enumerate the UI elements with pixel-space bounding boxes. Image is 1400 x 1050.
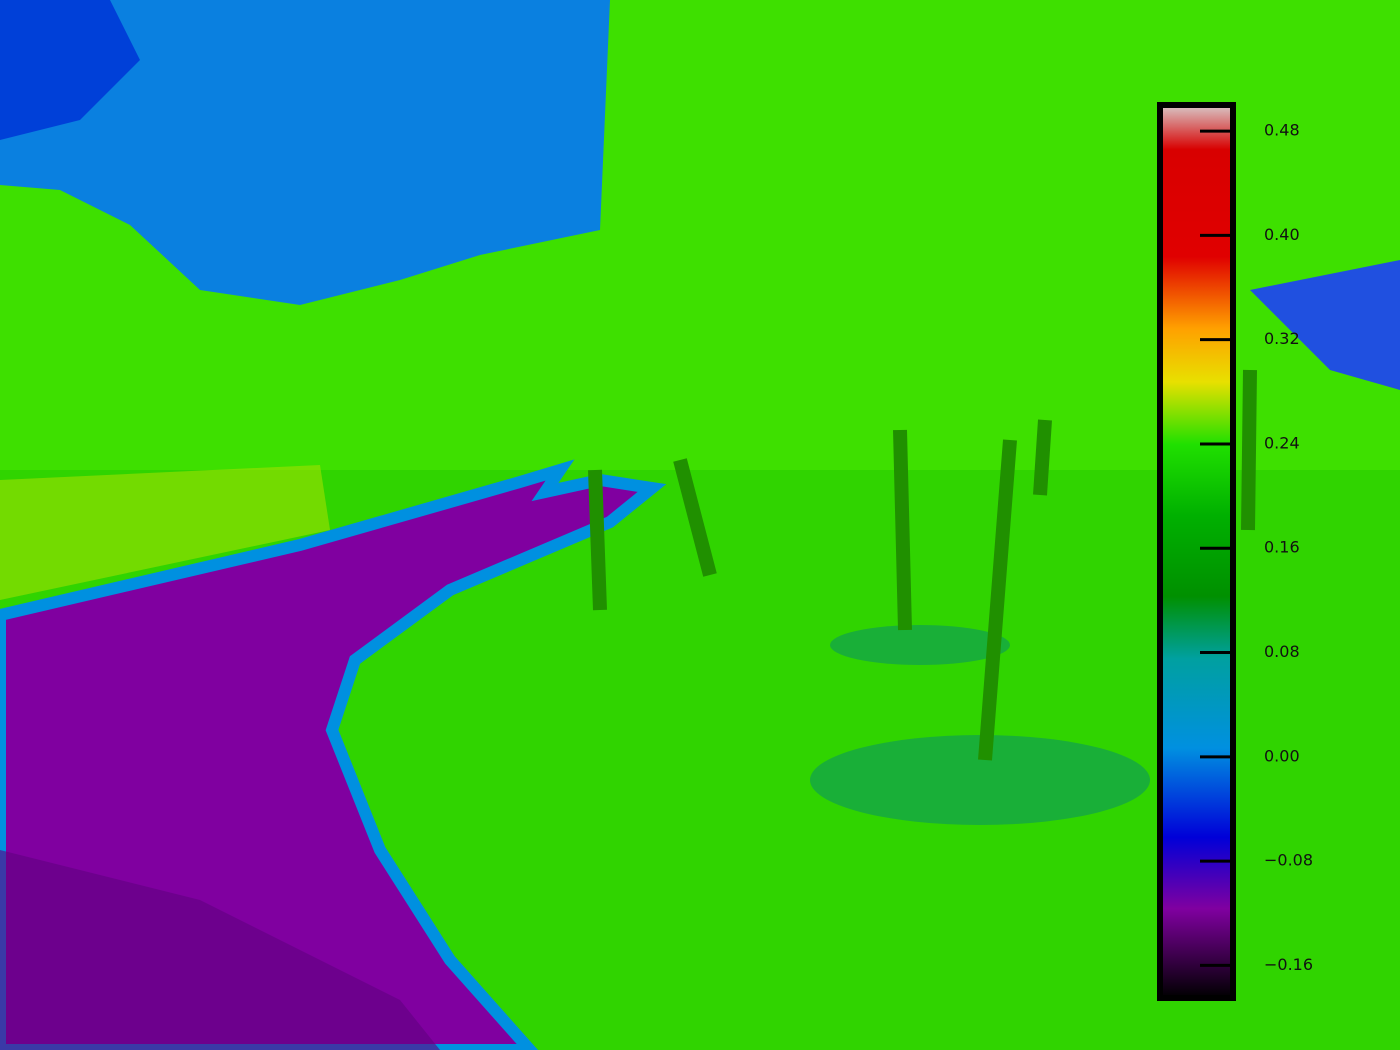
sky [0,0,610,305]
shadow [810,735,1150,825]
path-shade [0,850,440,1050]
colorbar-tick-label: 0.32 [1264,329,1300,348]
sky-gap [1250,260,1400,390]
sky-dark [0,0,140,140]
colorbar-tick-label: −0.08 [1264,851,1313,870]
colorbar-tick-label: 0.00 [1264,746,1300,765]
shadow [830,625,1010,665]
colorbar-tick-label: 0.40 [1264,225,1300,244]
fence [0,465,330,600]
colorbar-tick-label: −0.16 [1264,955,1313,974]
colorbar-tick-label: 0.24 [1264,433,1300,452]
trunks [588,369,1257,761]
colorbar-tick-label: 0.16 [1264,538,1300,557]
colorbar-tick-label: 0.08 [1264,642,1300,661]
colorbar [1157,102,1236,1001]
colorbar-tick-label: 0.48 [1264,121,1300,140]
